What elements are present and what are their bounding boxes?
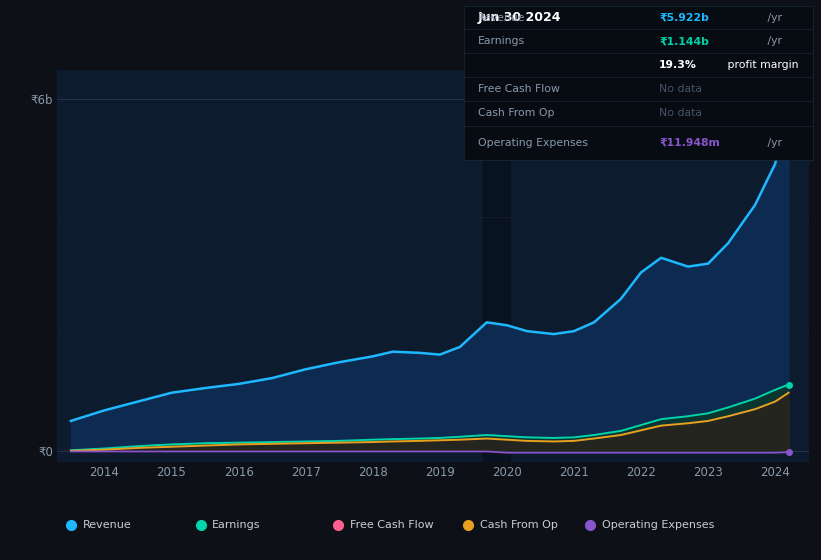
Text: Operating Expenses: Operating Expenses — [478, 138, 588, 148]
Text: profit margin: profit margin — [724, 60, 798, 70]
Text: /yr: /yr — [764, 36, 782, 46]
Text: Revenue: Revenue — [82, 520, 131, 530]
Bar — [484, 70, 510, 462]
Text: Operating Expenses: Operating Expenses — [602, 520, 714, 530]
Text: ₹1.144b: ₹1.144b — [659, 36, 709, 46]
Text: Cash From Op: Cash From Op — [479, 520, 557, 530]
Text: Earnings: Earnings — [478, 36, 525, 46]
Text: No data: No data — [659, 109, 702, 118]
Text: Cash From Op: Cash From Op — [478, 109, 554, 118]
Text: Jun 30 2024: Jun 30 2024 — [478, 11, 562, 24]
Text: ₹5.922b: ₹5.922b — [659, 12, 709, 22]
Text: 19.3%: 19.3% — [659, 60, 697, 70]
Text: Free Cash Flow: Free Cash Flow — [350, 520, 433, 530]
Text: Revenue: Revenue — [478, 12, 525, 22]
Text: No data: No data — [659, 84, 702, 94]
Text: /yr: /yr — [764, 12, 782, 22]
Text: Earnings: Earnings — [213, 520, 261, 530]
Text: Free Cash Flow: Free Cash Flow — [478, 84, 560, 94]
Text: /yr: /yr — [764, 138, 782, 148]
Text: ₹11.948m: ₹11.948m — [659, 138, 720, 148]
